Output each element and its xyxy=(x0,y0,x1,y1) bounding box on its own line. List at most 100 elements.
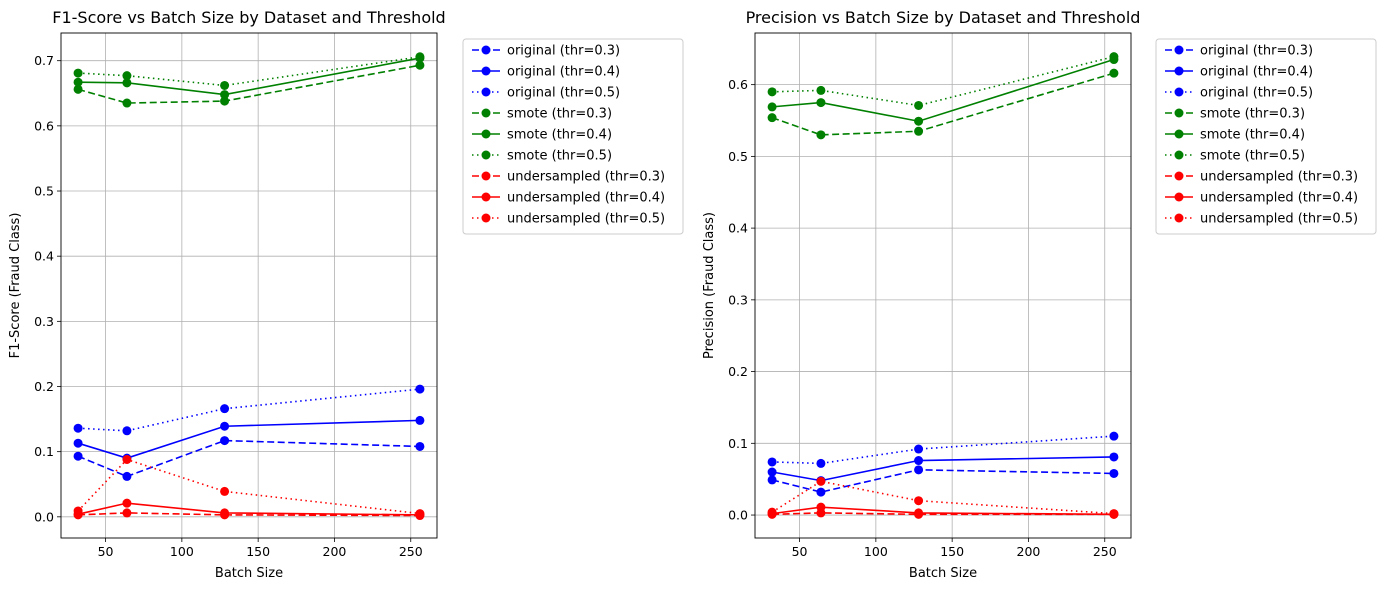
data-point xyxy=(73,438,83,448)
data-point xyxy=(767,457,777,467)
legend-label: original (thr=0.5) xyxy=(1200,86,1313,101)
chart-title: Precision vs Batch Size by Dataset and T… xyxy=(746,8,1141,27)
legend-marker xyxy=(481,213,491,223)
legend-label: undersampled (thr=0.4) xyxy=(1200,191,1358,206)
data-point xyxy=(122,508,132,518)
legend-marker xyxy=(1174,192,1184,202)
series-line xyxy=(78,388,420,432)
data-point xyxy=(220,508,230,518)
x-tick-label: 100 xyxy=(170,544,194,559)
x-tick-label: 50 xyxy=(98,544,114,559)
data-point xyxy=(1109,468,1119,478)
data-point xyxy=(767,507,777,517)
x-tick-label: 250 xyxy=(1093,544,1117,559)
legend-label: original (thr=0.4) xyxy=(507,65,620,80)
x-axis-label: Batch Size xyxy=(215,566,283,581)
legend-marker xyxy=(481,87,491,97)
data-point xyxy=(122,98,132,108)
x-tick-label: 150 xyxy=(246,544,270,559)
y-tick-label: 0.5 xyxy=(728,149,748,164)
legend: original (thr=0.3) original (thr=0.4) orig… xyxy=(1155,38,1377,235)
data-point xyxy=(914,465,924,475)
x-tick-label: 150 xyxy=(940,544,964,559)
y-tick-label: 0.2 xyxy=(34,379,54,394)
data-point xyxy=(73,423,83,433)
data-point xyxy=(220,80,230,90)
data-point xyxy=(220,486,230,496)
data-point xyxy=(816,476,826,486)
legend-label: undersampled (thr=0.5) xyxy=(1200,212,1358,227)
data-point xyxy=(122,454,132,464)
legend-label: smote (thr=0.4) xyxy=(1200,128,1305,143)
series-line xyxy=(78,512,420,517)
legend: original (thr=0.3) original (thr=0.4) orig… xyxy=(462,38,684,235)
series-line xyxy=(77,64,421,104)
data-point xyxy=(220,421,230,431)
legend-marker xyxy=(1174,213,1184,223)
legend-marker xyxy=(1174,171,1184,181)
data-point xyxy=(767,87,777,97)
data-point xyxy=(415,441,425,451)
series-line xyxy=(772,435,1114,465)
y-axis-label: F1-Score (Fraud Class) xyxy=(8,213,23,359)
y-tick-label: 0.3 xyxy=(728,292,748,307)
legend-label: original (thr=0.4) xyxy=(1200,65,1313,80)
series-line xyxy=(77,502,420,516)
legend-marker xyxy=(1174,87,1184,97)
chart-2: 50 100 150 200 250 0.0 0.1 0.2 0.3 0.4 0.5 0.6 Preci… xyxy=(702,8,1377,581)
data-point xyxy=(220,96,230,106)
data-point xyxy=(816,502,826,512)
legend-label: smote (thr=0.5) xyxy=(507,149,612,164)
data-point xyxy=(220,436,230,446)
legend-marker xyxy=(481,66,491,76)
legend-marker xyxy=(481,150,491,160)
data-point xyxy=(415,509,425,519)
x-axis-label: Batch Size xyxy=(909,566,977,581)
legend-marker xyxy=(481,108,491,118)
series-line xyxy=(771,506,1114,516)
data-point xyxy=(914,444,924,454)
legend-label: undersampled (thr=0.3) xyxy=(1200,170,1358,185)
x-tick-label: 200 xyxy=(323,544,347,559)
data-point xyxy=(767,475,777,485)
series-line xyxy=(77,458,420,515)
data-point xyxy=(1109,452,1119,462)
data-point xyxy=(914,456,924,466)
legend-marker xyxy=(481,45,491,55)
data-point xyxy=(415,415,425,425)
data-point xyxy=(816,130,826,140)
chart-title: F1-Score vs Batch Size by Dataset and Th… xyxy=(52,8,445,27)
legend-label: undersampled (thr=0.3) xyxy=(507,170,665,185)
legend-label: original (thr=0.5) xyxy=(507,86,620,101)
legend-label: undersampled (thr=0.5) xyxy=(507,212,665,227)
data-point xyxy=(914,508,924,518)
y-tick-label: 0.1 xyxy=(728,436,748,451)
data-point xyxy=(415,52,425,62)
data-point xyxy=(220,404,230,414)
data-point xyxy=(122,471,132,481)
data-point xyxy=(816,85,826,95)
legend-label: smote (thr=0.4) xyxy=(507,128,612,143)
legend-label: undersampled (thr=0.4) xyxy=(507,191,665,206)
data-point xyxy=(816,487,826,497)
series-line xyxy=(77,439,420,478)
axes-frame xyxy=(754,32,1132,539)
legend-label: smote (thr=0.3) xyxy=(507,107,612,122)
data-point xyxy=(1109,509,1119,519)
data-point xyxy=(816,98,826,108)
legend-label: smote (thr=0.3) xyxy=(1200,107,1305,122)
data-point xyxy=(914,100,924,110)
x-tick-label: 250 xyxy=(399,544,423,559)
legend-marker xyxy=(1174,129,1184,139)
plot-area xyxy=(767,52,1119,519)
y-tick-label: 0.0 xyxy=(728,508,748,523)
y-tick-label: 0.4 xyxy=(728,221,748,236)
legend-marker xyxy=(481,129,491,139)
y-tick-label: 0.7 xyxy=(34,53,54,68)
y-tick-label: 0.6 xyxy=(728,77,748,92)
legend-marker xyxy=(481,171,491,181)
legend-marker xyxy=(1174,66,1184,76)
series-line xyxy=(771,469,1114,493)
data-point xyxy=(73,68,83,78)
